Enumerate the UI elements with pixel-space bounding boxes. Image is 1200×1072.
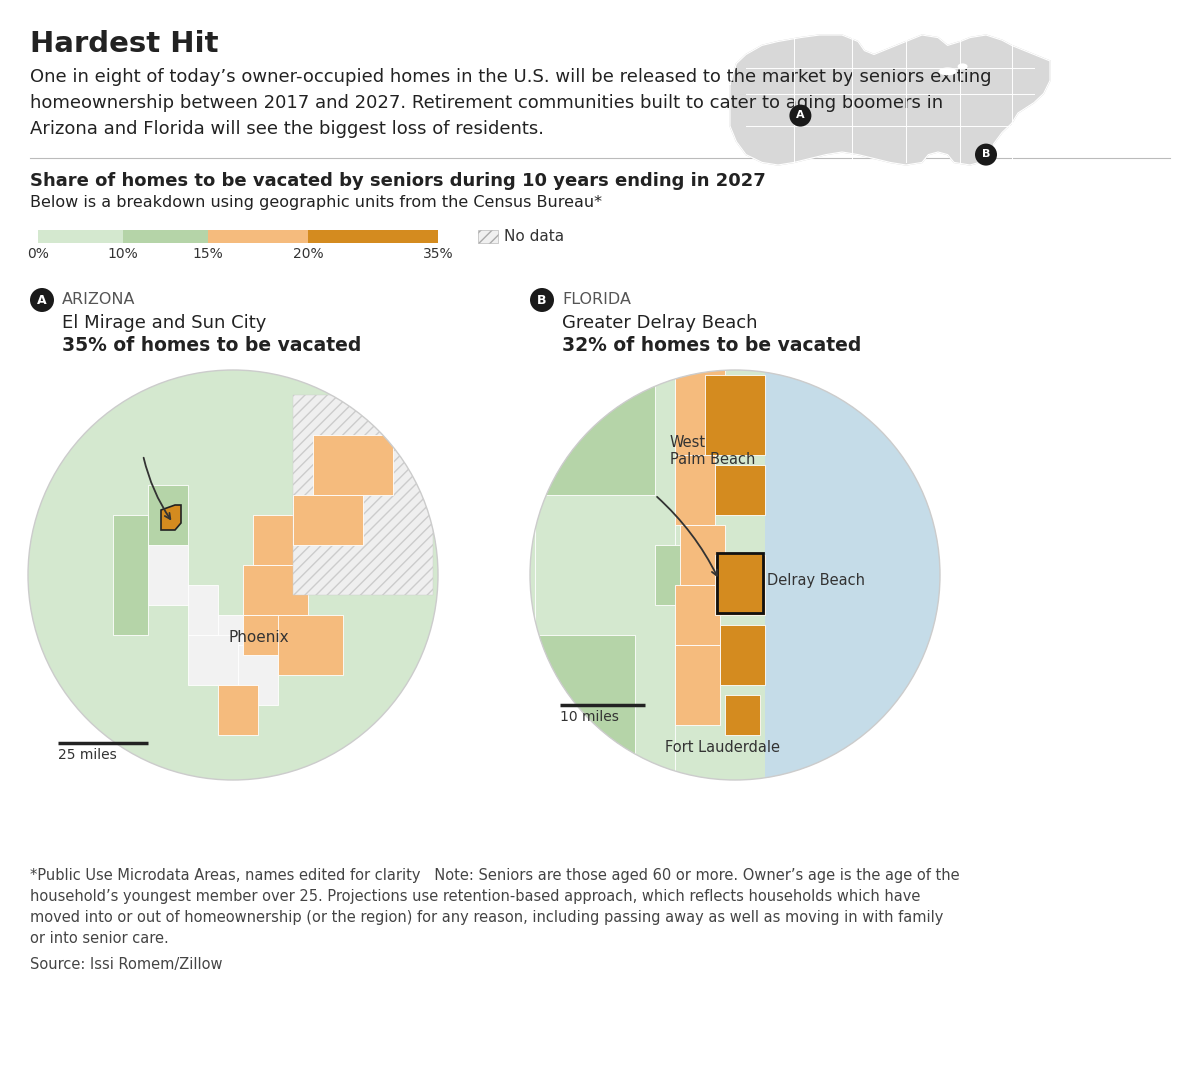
Text: 15%: 15% — [193, 247, 223, 260]
Polygon shape — [278, 615, 343, 675]
Polygon shape — [242, 565, 308, 615]
Polygon shape — [293, 394, 433, 595]
Polygon shape — [718, 553, 763, 613]
Bar — [208, 230, 308, 243]
Text: El Mirage and Sun City: El Mirage and Sun City — [62, 314, 266, 332]
Polygon shape — [535, 364, 674, 785]
Text: A: A — [796, 109, 805, 120]
Polygon shape — [113, 515, 148, 635]
Polygon shape — [674, 364, 725, 455]
Text: Fort Lauderdale: Fort Lauderdale — [665, 740, 780, 755]
Text: 32% of homes to be vacated: 32% of homes to be vacated — [562, 336, 862, 355]
Text: 20%: 20% — [293, 247, 323, 260]
Polygon shape — [730, 35, 1050, 165]
Text: household’s youngest member over 25. Projections use retention-based approach, w: household’s youngest member over 25. Pro… — [30, 889, 920, 904]
Circle shape — [28, 370, 438, 780]
Polygon shape — [188, 635, 238, 685]
Bar — [478, 230, 498, 243]
Ellipse shape — [938, 68, 956, 75]
Circle shape — [974, 144, 997, 165]
Bar — [308, 230, 438, 243]
Text: Phoenix: Phoenix — [228, 630, 289, 645]
Text: Arizona and Florida will see the biggest loss of residents.: Arizona and Florida will see the biggest… — [30, 120, 544, 138]
Text: B: B — [982, 149, 990, 159]
Polygon shape — [535, 364, 655, 495]
Text: 0%: 0% — [28, 247, 49, 260]
Polygon shape — [218, 615, 253, 665]
Text: Below is a breakdown using geographic units from the Census Bureau*: Below is a breakdown using geographic un… — [30, 195, 602, 210]
Polygon shape — [293, 495, 364, 545]
Text: homeownership between 2017 and 2027. Retirement communities built to cater to ag: homeownership between 2017 and 2027. Ret… — [30, 94, 943, 111]
Polygon shape — [188, 585, 218, 635]
Polygon shape — [674, 645, 720, 725]
Ellipse shape — [958, 63, 967, 70]
Polygon shape — [655, 545, 685, 605]
Text: *Public Use Microdata Areas, names edited for clarity   Note: Seniors are those : *Public Use Microdata Areas, names edite… — [30, 868, 960, 883]
Text: or into senior care.: or into senior care. — [30, 930, 169, 946]
Polygon shape — [218, 685, 258, 735]
Text: moved into or out of homeownership (or the region) for any reason, including pas: moved into or out of homeownership (or t… — [30, 910, 943, 925]
Polygon shape — [253, 515, 323, 565]
Text: 10%: 10% — [108, 247, 138, 260]
Polygon shape — [313, 435, 394, 495]
Text: B: B — [538, 294, 547, 307]
Polygon shape — [148, 485, 188, 545]
Text: Share of homes to be vacated by seniors during 10 years ending in 2027: Share of homes to be vacated by seniors … — [30, 172, 766, 190]
Circle shape — [530, 288, 554, 312]
Polygon shape — [720, 625, 766, 685]
Polygon shape — [715, 555, 766, 615]
Circle shape — [790, 105, 811, 126]
Text: 25 miles: 25 miles — [58, 748, 116, 762]
Bar — [38, 230, 124, 243]
Circle shape — [30, 288, 54, 312]
Text: Hardest Hit: Hardest Hit — [30, 30, 218, 58]
Bar — [124, 230, 208, 243]
Text: FLORIDA: FLORIDA — [562, 292, 631, 307]
Polygon shape — [674, 585, 720, 645]
Polygon shape — [242, 615, 298, 655]
Polygon shape — [766, 325, 985, 825]
Text: 35% of homes to be vacated: 35% of homes to be vacated — [62, 336, 361, 355]
Text: One in eight of today’s owner-occupied homes in the U.S. will be released to the: One in eight of today’s owner-occupied h… — [30, 68, 991, 86]
Text: No data: No data — [504, 229, 564, 244]
Polygon shape — [148, 545, 188, 605]
Polygon shape — [674, 455, 715, 525]
Polygon shape — [706, 375, 766, 455]
Text: 10 miles: 10 miles — [560, 710, 619, 724]
Polygon shape — [161, 505, 181, 530]
Text: 35%: 35% — [422, 247, 454, 260]
Text: A: A — [37, 294, 47, 307]
Text: Greater Delray Beach: Greater Delray Beach — [562, 314, 757, 332]
Text: West
Palm Beach: West Palm Beach — [670, 435, 755, 467]
Circle shape — [530, 370, 940, 780]
Polygon shape — [725, 695, 760, 735]
Polygon shape — [535, 635, 635, 785]
Polygon shape — [715, 465, 766, 515]
Text: Delray Beach: Delray Beach — [767, 572, 865, 587]
Polygon shape — [680, 525, 725, 585]
Text: ARIZONA: ARIZONA — [62, 292, 136, 307]
Text: Source: Issi Romem/Zillow: Source: Issi Romem/Zillow — [30, 957, 222, 972]
Polygon shape — [979, 126, 992, 161]
Polygon shape — [238, 645, 278, 705]
